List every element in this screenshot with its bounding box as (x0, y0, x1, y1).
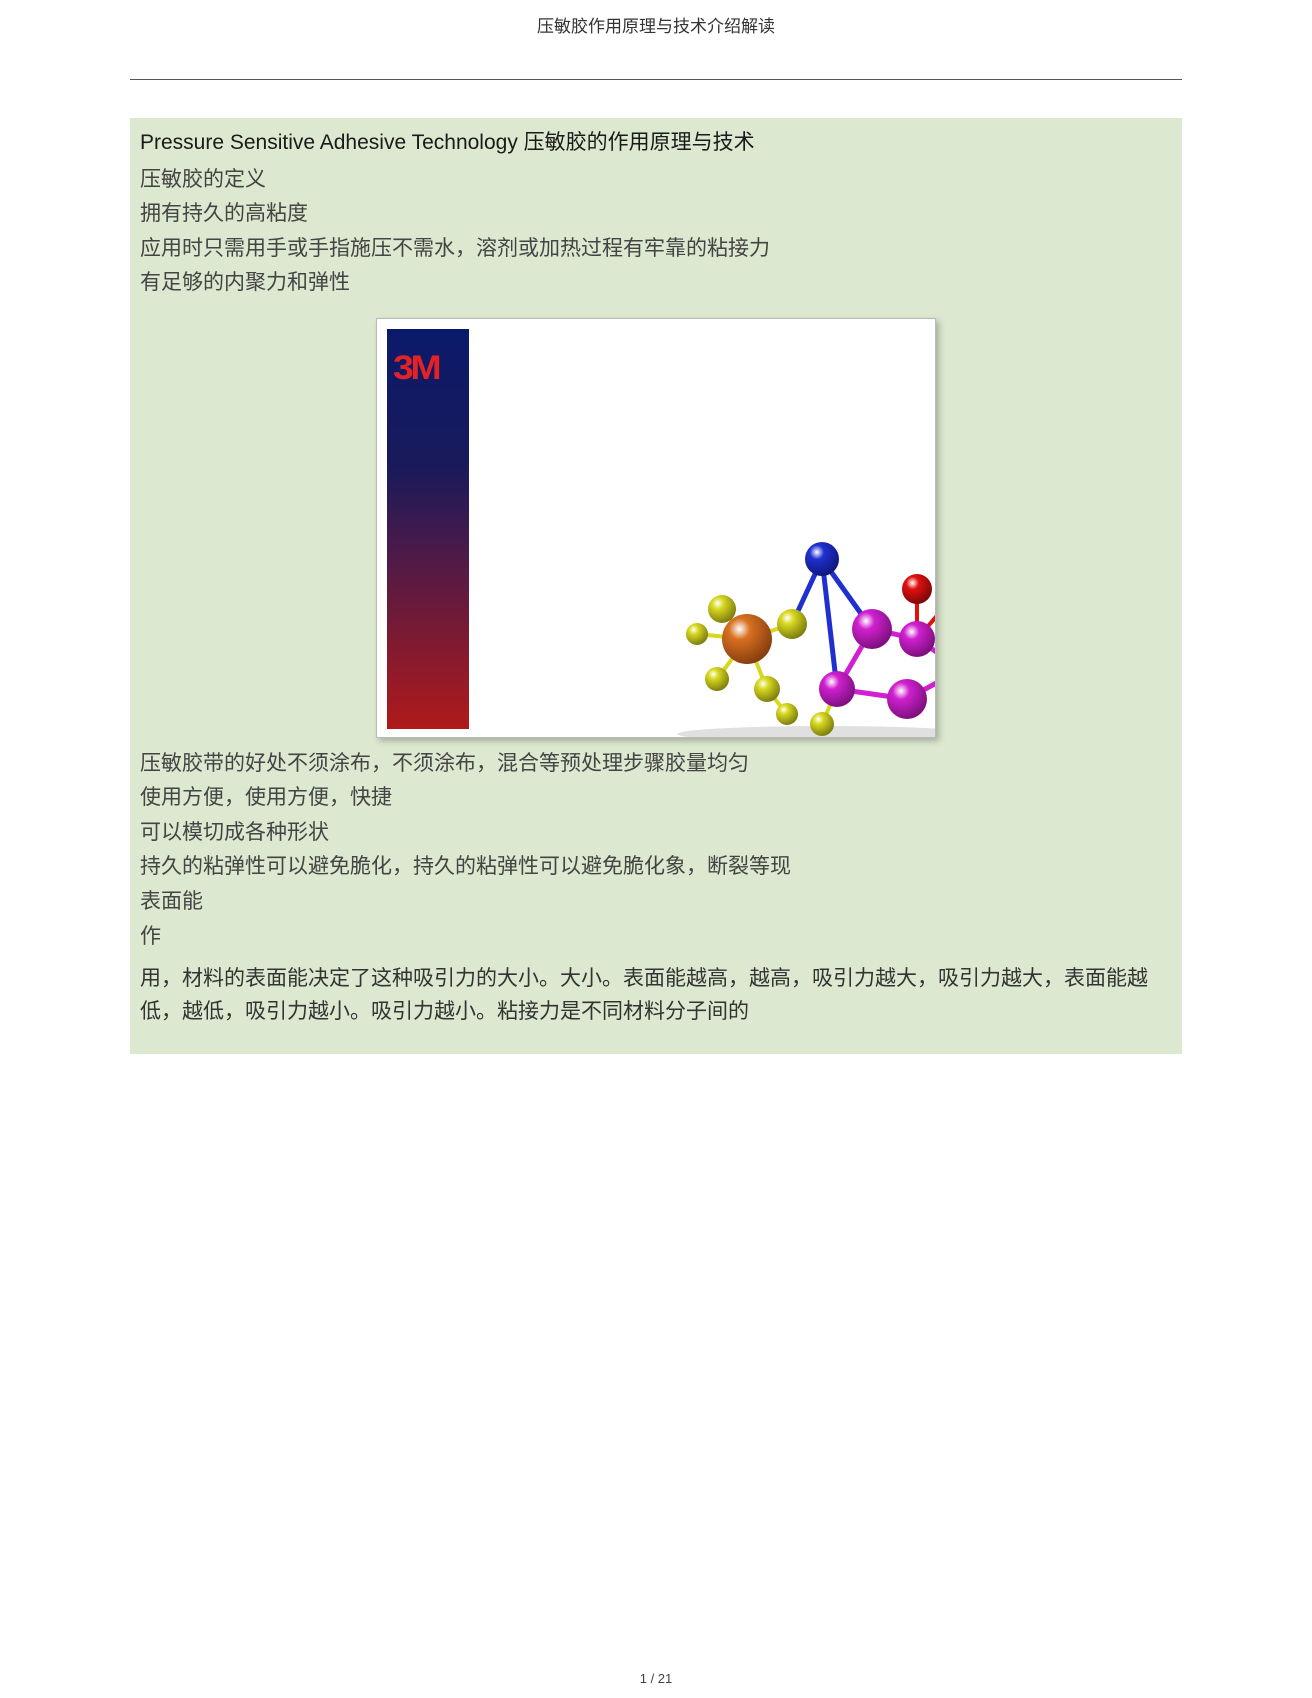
divider (130, 79, 1182, 80)
line-4: 有足够的内聚力和弹性 (140, 267, 1172, 300)
molecule-diagram (567, 539, 936, 738)
paragraph-1: 用，材料的表面能决定了这种吸引力的大小。大小。表面能越高，越高，吸引力越大，吸引… (140, 963, 1172, 1028)
after-1: 压敏胶带的好处不须涂布，不须涂布，混合等预处理步骤胶量均匀 (140, 748, 1172, 781)
line-2: 拥有持久的高粘度 (140, 198, 1172, 231)
after-6: 作 (140, 921, 1172, 954)
page-header: 压敏胶作用原理与技术介绍解读 (0, 0, 1312, 37)
title-en: Pressure Sensitive Adhesive Technology (140, 131, 518, 154)
after-4: 持久的粘弹性可以避免脆化，持久的粘弹性可以避免脆化象，断裂等现 (140, 851, 1172, 884)
gradient-sidebar (387, 329, 469, 729)
content-box: Pressure Sensitive Adhesive Technology 压… (130, 118, 1182, 1054)
line-def: 压敏胶的定义 (140, 164, 1172, 197)
after-5: 表面能 (140, 886, 1172, 919)
page-footer: 1 / 21 (0, 1671, 1312, 1686)
title: Pressure Sensitive Adhesive Technology 压… (140, 126, 1172, 160)
slide-frame: 3M (376, 318, 936, 738)
after-2: 使用方便，使用方便，快捷 (140, 782, 1172, 815)
logo-3m: 3M (393, 349, 438, 388)
title-cn: 压敏胶的作用原理与技术 (518, 131, 755, 154)
line-3: 应用时只需用手或手指施压不需水，溶剂或加热过程有牢靠的粘接力 (140, 233, 1172, 266)
after-3: 可以模切成各种形状 (140, 817, 1172, 850)
